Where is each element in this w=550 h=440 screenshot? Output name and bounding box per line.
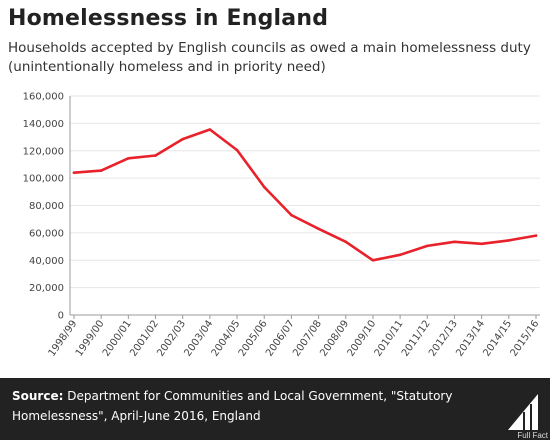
axes — [69, 96, 540, 319]
y-tick-label: 120,000 — [23, 146, 64, 157]
footer: Source: Department for Communities and L… — [0, 378, 550, 440]
y-tick-label: 60,000 — [29, 228, 64, 239]
y-tick-labels: 0 20,000 40,000 60,000 80,000 100,000 120,000 1… — [23, 92, 64, 322]
data-point — [208, 128, 212, 131]
y-tick-label: 20,000 — [29, 283, 64, 294]
series — [72, 128, 538, 262]
data-point — [262, 185, 266, 189]
data-point — [154, 154, 157, 157]
source-text: Department for Communities and Local Gov… — [12, 389, 453, 423]
y-tick-label: 140,000 — [23, 119, 64, 130]
y-tick-label: 40,000 — [29, 256, 64, 267]
data-point — [480, 242, 483, 246]
data-point — [72, 171, 76, 174]
line-chart: 0 20,000 40,000 60,000 80,000 100,000 120,000 1… — [23, 92, 542, 359]
data-point — [507, 239, 511, 242]
data-point — [371, 258, 375, 262]
data-point — [398, 253, 402, 257]
data-point — [425, 244, 429, 248]
data-point — [181, 137, 185, 141]
data-point — [290, 213, 293, 217]
y-tick-label: 80,000 — [29, 201, 64, 212]
data-point — [317, 227, 320, 231]
full-fact-logo-icon — [508, 394, 538, 430]
grid-lines — [70, 95, 540, 289]
x-tick-labels: 1998/991999/002000/012001/022002/032003/… — [47, 318, 542, 358]
chart-title: Homelessness in England — [8, 6, 329, 31]
data-point — [127, 156, 130, 160]
data-point — [453, 240, 456, 244]
data-point — [99, 169, 103, 172]
data-point — [344, 240, 348, 244]
y-tick-label: 0 — [58, 311, 64, 322]
y-tick-label: 100,000 — [23, 174, 64, 185]
data-point — [235, 148, 239, 152]
source-note: Source: Department for Communities and L… — [12, 386, 482, 426]
chart-subtitle: Households accepted by English councils … — [8, 40, 531, 75]
logo-text: Full Fact — [517, 431, 548, 440]
y-tick-label: 160,000 — [23, 92, 64, 103]
data-point — [534, 234, 538, 237]
source-label: Source: — [12, 389, 64, 403]
series-line — [72, 128, 538, 262]
